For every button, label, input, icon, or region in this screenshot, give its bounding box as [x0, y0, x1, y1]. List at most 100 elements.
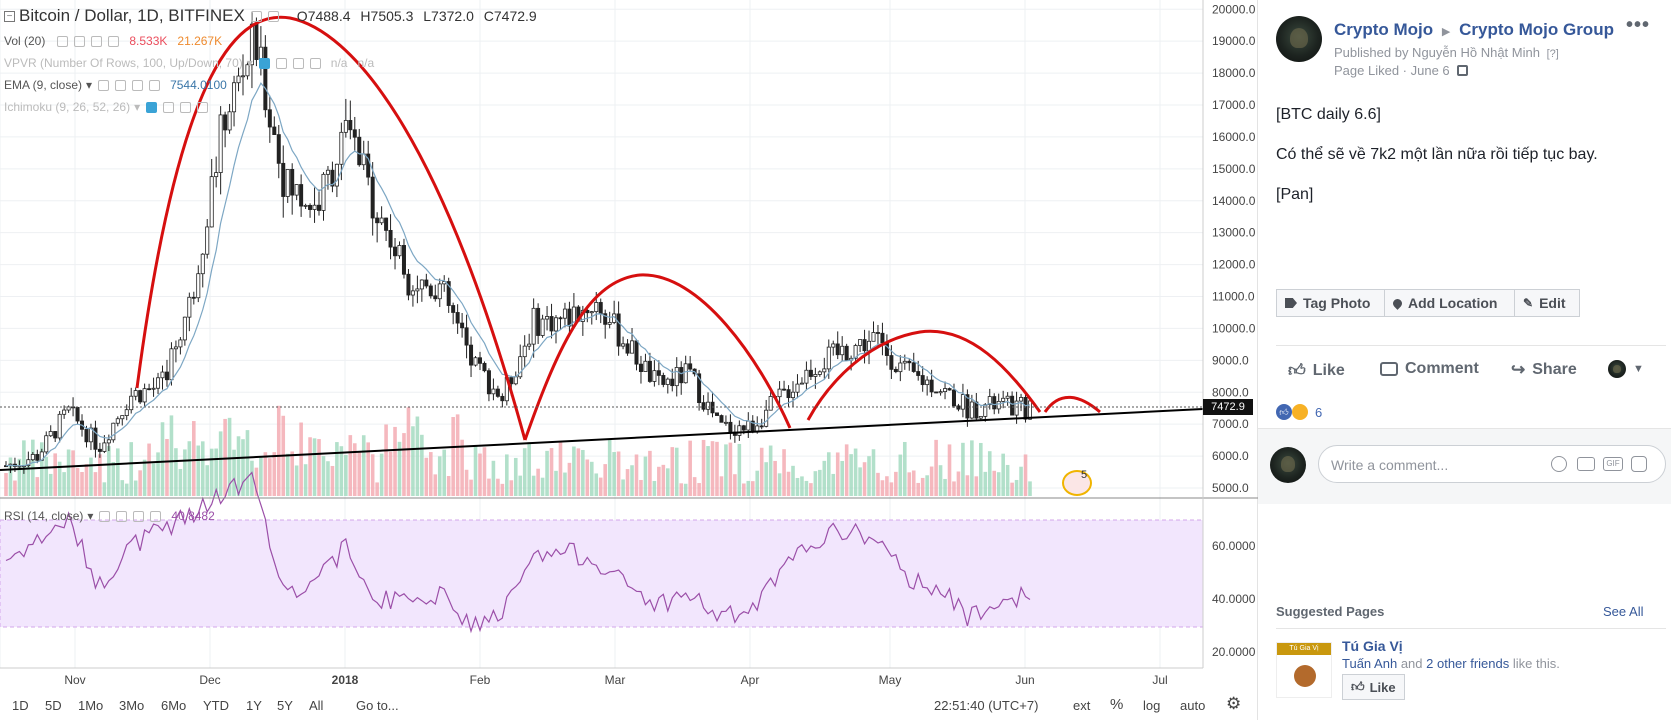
event-badge[interactable]: 5 [1062, 469, 1092, 496]
vpvr-legend[interactable]: VPVR (Number Of Rows, 100, Up/Down, 70) … [4, 56, 374, 70]
close-icon[interactable] [108, 35, 120, 47]
page-liked[interactable]: Page Liked [1334, 63, 1400, 78]
eye-icon[interactable] [99, 510, 111, 522]
volume-bar [759, 447, 764, 496]
range-5y[interactable]: 5Y [277, 698, 293, 713]
other-friends-link[interactable]: 2 other friends [1426, 656, 1510, 671]
gear-icon[interactable]: ⚙ [1226, 694, 1242, 713]
chevron-down-icon[interactable]: ▾ [246, 56, 253, 70]
toggle-ext[interactable]: ext [1073, 698, 1091, 713]
add-icon[interactable] [91, 35, 103, 47]
comment-input[interactable]: Write a comment... GIF [1318, 445, 1666, 483]
eye-icon[interactable] [98, 79, 110, 91]
audience-icon[interactable] [1457, 65, 1469, 76]
gif-icon[interactable]: GIF [1603, 457, 1623, 471]
suggested-page-name[interactable]: Tú Gia Vị [1342, 638, 1403, 654]
add-icon[interactable] [132, 79, 144, 91]
toggle-log[interactable]: log [1143, 698, 1161, 713]
range-1y[interactable]: 1Y [246, 698, 262, 713]
settings-icon[interactable] [116, 510, 128, 522]
price-axis[interactable]: 20000.0 19000.0 18000.0 17000.0 16000.0 15000… [1212, 2, 1256, 495]
settings-icon[interactable] [267, 10, 279, 22]
range-1d[interactable]: 1D [12, 698, 29, 713]
emoji-icon[interactable] [1551, 456, 1567, 472]
rsi-legend[interactable]: RSI (14, close) ▾ 40.8482 [4, 509, 215, 523]
range-ytd[interactable]: YTD [203, 698, 229, 713]
suggested-page-thumbnail[interactable]: Tú Gia Vị [1276, 642, 1332, 698]
see-all-link[interactable]: See All [1603, 604, 1644, 619]
clock[interactable]: 22:51:40 (UTC+7) [934, 698, 1039, 713]
post-as-selector[interactable]: ▼ [1608, 360, 1644, 378]
edit-button[interactable]: ✎ Edit [1514, 289, 1580, 317]
ema-legend[interactable]: EMA (9, close) ▾ 7544.0100 [4, 78, 227, 92]
chevron-down-icon[interactable]: ▾ [134, 100, 141, 114]
more-icon[interactable]: ••• [1626, 14, 1651, 36]
suggested-like-button[interactable]: 👍︎ Like [1342, 674, 1405, 700]
tag-icon [1285, 298, 1297, 308]
close-icon[interactable] [309, 57, 321, 69]
page-name-link[interactable]: Crypto Mojo [1334, 20, 1434, 39]
time-axis[interactable]: Nov Dec 2018 Feb Mar Apr May Jun Jul [64, 673, 1167, 687]
goto-button[interactable]: Go to... [356, 698, 399, 713]
eye-icon[interactable] [57, 35, 69, 47]
chart-panel[interactable]: 20000.0 19000.0 18000.0 17000.0 16000.0 15000… [0, 0, 1258, 720]
published-by[interactable]: Published by Nguyễn Hồ Nhật Minh [1334, 45, 1540, 60]
add-icon[interactable] [180, 101, 192, 113]
settings-icon[interactable] [275, 57, 287, 69]
price-chart[interactable]: 20000.0 19000.0 18000.0 17000.0 16000.0 15000… [0, 0, 1258, 690]
close-icon[interactable] [197, 101, 209, 113]
range-1mo[interactable]: 1Mo [78, 698, 104, 713]
add-location-button[interactable]: Add Location [1384, 289, 1515, 317]
eye-icon[interactable] [146, 101, 158, 113]
range-5d[interactable]: 5D [45, 698, 62, 713]
settings-icon[interactable] [115, 79, 127, 91]
share-action[interactable]: ↪ Share [1511, 360, 1577, 380]
volume-bar [62, 472, 66, 496]
post-date[interactable]: June 6 [1410, 63, 1450, 78]
volume-bar [263, 452, 268, 496]
volume-bar [554, 470, 558, 496]
range-6mo[interactable]: 6Mo [161, 698, 187, 713]
volume-bar [397, 441, 402, 496]
candle-body [357, 136, 362, 166]
eye-icon[interactable] [250, 10, 262, 22]
rsi-axis[interactable]: 60.0000 40.0000 20.0000 [1212, 539, 1256, 659]
range-3mo[interactable]: 3Mo [119, 698, 145, 713]
sticker-icon[interactable] [1631, 456, 1647, 472]
settings-icon[interactable] [163, 101, 175, 113]
price-tick-label: 14000.0 [1212, 194, 1256, 208]
published-help[interactable]: [?] [1546, 48, 1559, 60]
toggle-percent[interactable]: % [1110, 696, 1124, 713]
collapse-icon[interactable]: − [4, 10, 15, 22]
volume-bar [804, 480, 809, 496]
price-tick-label: 12000.0 [1212, 258, 1256, 272]
symbol-legend[interactable]: − Bitcoin / Dollar, 1D, BITFINEX O7488.4… [4, 6, 543, 26]
close-icon[interactable] [150, 510, 162, 522]
close-icon[interactable] [149, 79, 161, 91]
candle-body [482, 362, 487, 372]
reactions-summary[interactable]: 👍︎ 6 [1276, 404, 1322, 420]
toggle-auto[interactable]: auto [1180, 698, 1206, 713]
volume-bar [996, 472, 1001, 496]
volume-bar [800, 476, 804, 496]
camera-icon[interactable] [1577, 457, 1595, 471]
friend-name-link[interactable]: Tuấn Anh [1342, 656, 1398, 671]
chevron-down-icon[interactable]: ▾ [86, 78, 93, 92]
volume-bar [111, 462, 116, 496]
ichimoku-legend[interactable]: Ichimoku (9, 26, 52, 26) ▾ [4, 100, 209, 114]
like-action[interactable]: 👍︎ Like [1288, 360, 1345, 381]
settings-icon[interactable] [74, 35, 86, 47]
eye-icon[interactable] [258, 57, 270, 69]
page-avatar[interactable] [1276, 16, 1322, 62]
add-icon[interactable] [133, 510, 145, 522]
range-all[interactable]: All [309, 698, 324, 713]
chevron-down-icon[interactable]: ▾ [87, 509, 94, 523]
volume-bar [594, 473, 599, 496]
time-tick-label: May [879, 673, 902, 687]
vol-legend[interactable]: Vol (20) 8.533K 21.267K [4, 34, 222, 48]
group-name-link[interactable]: Crypto Mojo Group [1459, 20, 1614, 39]
add-icon[interactable] [292, 57, 304, 69]
tag-photo-button[interactable]: Tag Photo [1276, 289, 1385, 317]
candle-body [30, 454, 35, 461]
comment-action[interactable]: Comment [1380, 360, 1479, 378]
